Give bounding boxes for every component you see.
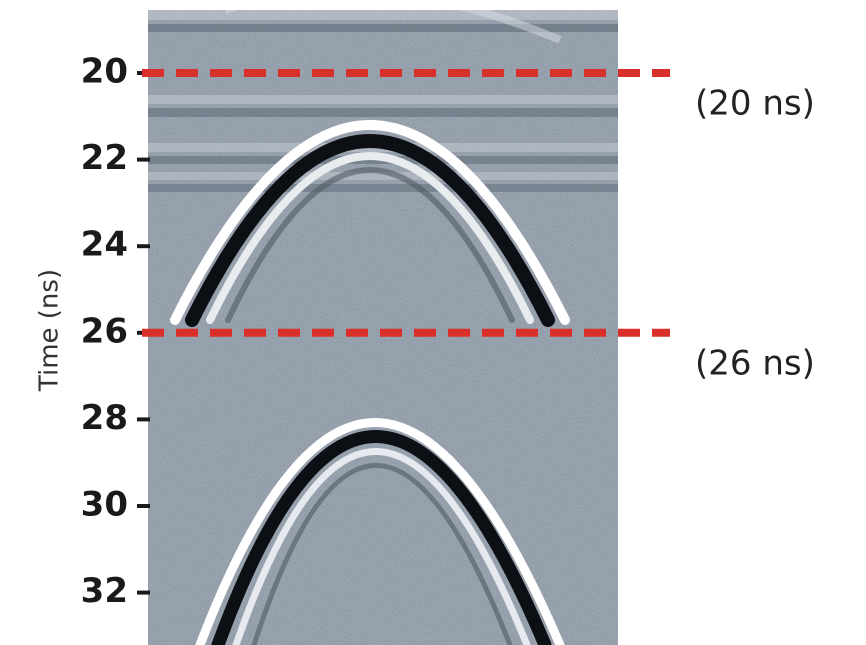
y-tick-label: 30	[81, 485, 128, 525]
radargram-noise	[148, 10, 618, 645]
y-tick-label: 22	[81, 138, 128, 178]
radargram-panel	[148, 10, 618, 645]
marker-label-26ns: (26 ns)	[695, 343, 815, 383]
y-tick-label: 32	[81, 571, 128, 611]
y-tick-label: 20	[81, 52, 128, 92]
faint-top-hyperbola	[225, 10, 562, 44]
y-axis: 20 22 24 26 28 30 32	[81, 52, 150, 611]
y-axis-title: Time (ns)	[35, 269, 65, 392]
marker-label-20ns: (20 ns)	[695, 84, 815, 124]
y-tick-label: 26	[81, 311, 128, 351]
time-markers: (20 ns) (26 ns)	[142, 69, 815, 383]
hyperbola-lower	[195, 418, 565, 645]
y-tick-label: 28	[81, 398, 128, 438]
hyperbola-upper	[170, 120, 570, 327]
y-tick-label: 24	[81, 225, 128, 265]
